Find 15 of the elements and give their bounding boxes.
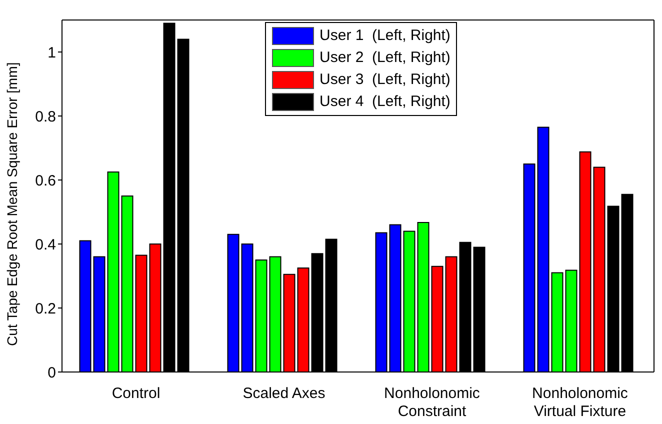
x-tick-label: Scaled Axes <box>242 385 326 402</box>
x-tick-label: Nonholonomic Constraint <box>384 385 480 420</box>
legend-label: User 3 (Left, Right) <box>320 70 450 90</box>
y-tick-label: 0.6 <box>35 172 56 190</box>
x-tick-label: Nonholonomic Virtual Fixture <box>532 385 628 420</box>
y-tick-label: 0.4 <box>35 236 56 254</box>
legend-label: User 1 (Left, Right) <box>320 26 450 46</box>
y-axis-title: Cut Tape Edge Root Mean Square Error [mm] <box>4 62 20 346</box>
y-tick-label: 1 <box>48 44 56 62</box>
y-tick-label: 0.8 <box>35 108 56 126</box>
y-tick-label: 0 <box>48 364 56 382</box>
x-tick-label: Control <box>112 385 160 402</box>
y-tick-label: 0.2 <box>35 300 56 318</box>
legend-label: User 4 (Left, Right) <box>320 92 450 112</box>
legend-label: User 2 (Left, Right) <box>320 48 450 68</box>
